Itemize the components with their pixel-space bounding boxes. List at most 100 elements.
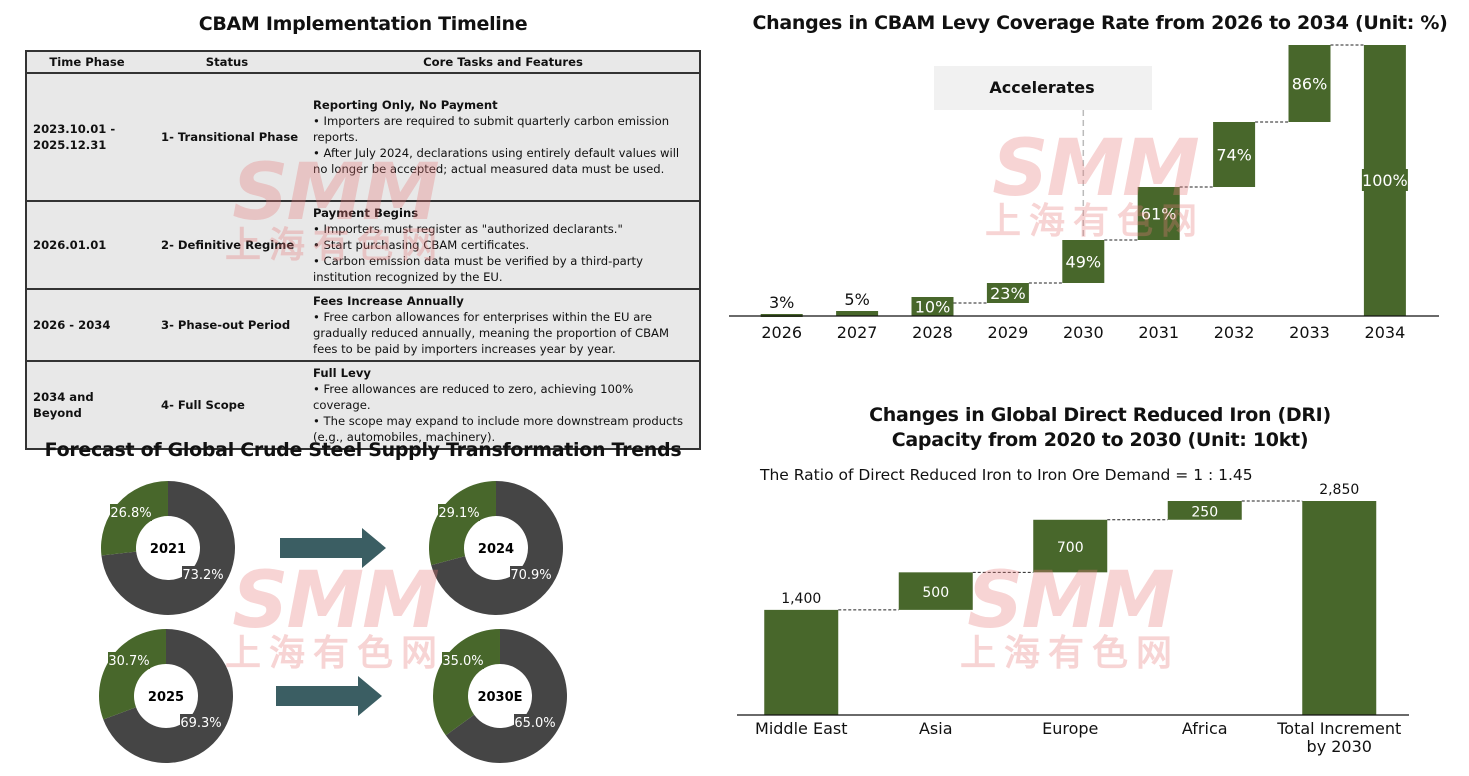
dri-x-tick: Asia [919,719,953,738]
time-phase-cell: 2023.10.01 - 2025.12.31 [26,72,147,202]
donut-green-label: 35.0% [442,654,483,669]
core-task-bullet: • Carbon emission data must be verified … [313,254,643,284]
levy-bar [986,283,1029,303]
core-tasks-cell: Full Levy • Free allowances are reduced t… [307,360,700,450]
donut-dark-label: 69.3% [180,716,221,731]
donut-green-label: 30.7% [108,654,149,669]
dri-value-label: 700 [1057,540,1084,556]
time-phase-cell: 2034 and Beyond [26,360,147,450]
levy-bar [836,311,879,316]
dri-bar [898,572,973,610]
core-task-bullet: • After July 2024, declarations using en… [313,146,680,176]
core-task-heading: Fees Increase Annually [313,294,464,308]
table-header-row: Time Phase Status Core Tasks and Feature… [26,50,700,74]
column-header: Status [147,50,307,74]
levy-x-tick: 2030 [1063,323,1104,342]
table-row: 2026 - 2034 3- Phase-out Period Fees Incre… [26,288,700,362]
annotation-box [934,66,1152,110]
core-task-heading: Payment Begins [313,206,419,220]
core-task-heading: Reporting Only, No Payment [313,98,498,112]
levy-x-tick: 2029 [988,323,1029,342]
donut-dark-label: 70.9% [510,568,551,583]
time-phase-cell: 2026 - 2034 [26,288,147,362]
levy-value-label: 49% [1066,253,1102,272]
dri-value-label: 500 [922,585,949,601]
donut-label-bg [182,566,224,583]
dri-capacity-chart: 1,400 Middle East 500 Asia 700 Europe 250 Afric… [737,482,1409,756]
timeline-table: Time Phase Status Core Tasks and Feature… [25,50,701,450]
core-task-bullet: • Free allowances are reduced to zero, a… [313,382,634,412]
dri-title-line2: Capacity from 2020 to 2030 (Unit: 10kt) [891,429,1309,451]
levy-value-label: 74% [1216,146,1252,165]
levy-x-tick: 2027 [837,323,878,342]
table-row: 2034 and Beyond 4- Full Scope Full Levy • F… [26,360,700,450]
arrow-right-icon [280,528,386,568]
core-task-heading: Full Levy [313,366,371,380]
table-row: 2023.10.01 - 2025.12.31 1- Transitional P… [26,72,700,202]
levy-value-label: 100% [1362,171,1408,190]
arrow-right-icon [276,676,382,716]
steel-supply-title: Forecast of Global Crude Steel Supply Tr… [44,439,682,461]
dri-title-line1: Changes in Global Direct Reduced Iron (D… [869,404,1331,426]
time-phase-cell: 2026.01.01 [26,200,147,290]
levy-x-tick: 2026 [761,323,802,342]
dri-value-label: 250 [1191,504,1218,520]
status-cell: 1- Transitional Phase [147,72,307,202]
dri-subtitle: The Ratio of Direct Reduced Iron to Iron… [760,466,1253,484]
timeline-title: CBAM Implementation Timeline [198,13,528,35]
donut-center-label: 2021 [150,542,186,557]
core-task-bullet: • The scope may expand to include more d… [313,414,684,444]
annotation-label: Accelerates [989,78,1094,97]
donut-slice-green [429,481,496,566]
levy-bar [1137,187,1180,240]
dri-value-label: 2,850 [1319,482,1359,498]
donut-green-label: 29.1% [438,506,479,521]
core-task-bullet: • Free carbon allowances for enterprises… [313,310,669,356]
donut-slice-green [433,629,500,736]
levy-bar [911,297,954,316]
dri-bar [1302,501,1377,715]
levy-value-label: 5% [844,290,869,309]
levy-x-tick: 2028 [912,323,953,342]
levy-value-label: 61% [1141,205,1177,224]
donut-dark-label: 65.0% [514,716,555,731]
core-task-bullet: • Importers are required to submit quart… [313,114,670,144]
dri-bar [1033,519,1108,573]
donut-label-bg [514,714,556,731]
levy-value-label: 10% [915,298,951,317]
levy-bar [1213,122,1256,187]
status-cell: 2- Definitive Regime [147,200,307,290]
core-task-bullet: • Start purchasing CBAM certificates. [313,238,530,252]
donut-label-bg [180,714,222,731]
levy-bar [1288,45,1331,122]
status-cell: 4- Full Scope [147,360,307,450]
donut-center-label: 2024 [478,542,514,557]
levy-x-tick: 2032 [1214,323,1255,342]
table-row: 2026.01.01 2- Definitive Regime Payment Be… [26,200,700,290]
levy-value-label: 23% [990,284,1026,303]
status-cell: 3- Phase-out Period [147,288,307,362]
levy-label-bg [1361,169,1408,191]
levy-x-tick: 2031 [1138,323,1179,342]
dri-bar [764,609,839,715]
donut-label-bg [110,504,152,521]
dri-x-tick: Europe [1042,719,1098,738]
donut-label-bg [510,566,552,583]
dri-bar [1167,501,1242,520]
levy-value-label: 3% [769,293,794,312]
dri-value-label: 1,400 [781,591,821,607]
donut-label-bg [108,652,150,669]
donut-label-bg [442,652,484,669]
core-tasks-cell: Payment Begins • Importers must register … [307,200,700,290]
levy-bar [1062,240,1105,283]
donut-label-bg [438,504,480,521]
dri-x-tick: Total Increment [1276,719,1401,738]
dri-x-tick: by 2030 [1307,737,1372,756]
core-tasks-cell: Reporting Only, No Payment • Importers ar… [307,72,700,202]
column-header: Core Tasks and Features [307,50,700,74]
core-tasks-cell: Fees Increase Annually • Free carbon allo… [307,288,700,362]
levy-value-label: 86% [1292,75,1328,94]
donut-dark-label: 73.2% [182,568,223,583]
dri-x-tick: Middle East [755,719,847,738]
core-task-bullet: • Importers must register as "authorized… [313,222,623,236]
